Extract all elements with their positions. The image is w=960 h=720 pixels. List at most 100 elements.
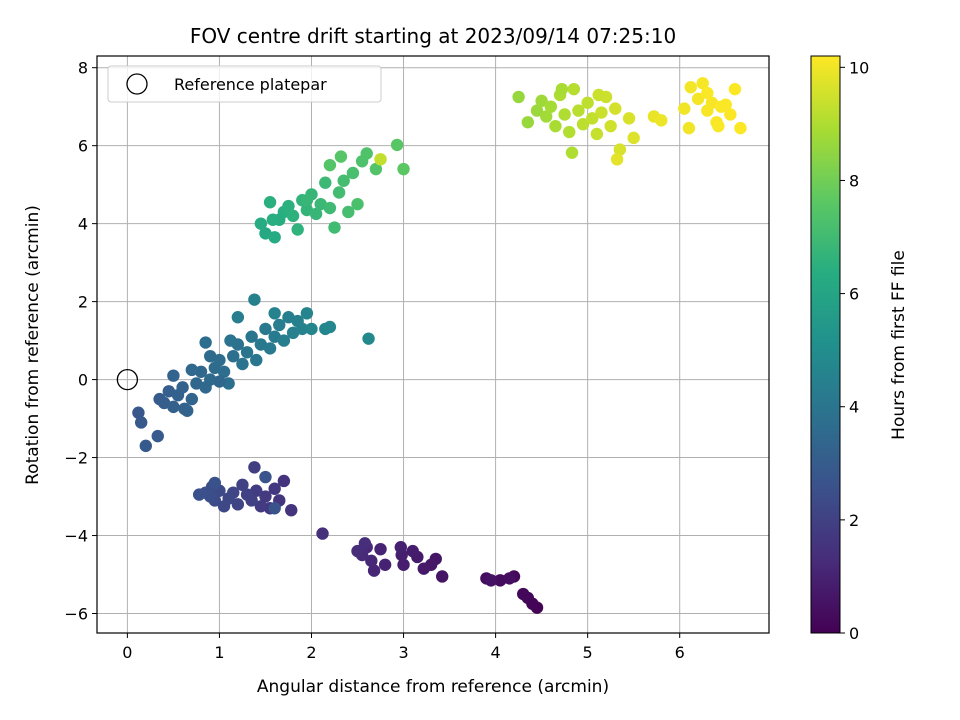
legend-marker-icon — [126, 73, 148, 95]
data-point — [286, 209, 300, 223]
y-tick-label: 4 — [78, 215, 88, 234]
data-points — [132, 77, 747, 614]
colorbar-label: Hours from first FF file — [889, 250, 909, 440]
data-point — [300, 194, 314, 207]
data-point — [222, 377, 235, 390]
y-tick-label: 8 — [78, 59, 88, 78]
data-point — [263, 195, 277, 209]
data-point — [555, 82, 569, 96]
data-point — [268, 307, 281, 320]
data-point — [254, 500, 268, 513]
data-point — [581, 96, 594, 109]
colorbar-ticks: 0 2 4 6 8 10 — [840, 58, 869, 643]
data-point — [530, 104, 544, 117]
data-point — [178, 402, 191, 416]
data-point — [374, 153, 387, 166]
data-point — [167, 369, 180, 382]
data-point — [346, 166, 360, 180]
data-point — [300, 307, 314, 320]
data-point — [342, 205, 355, 219]
data-point — [266, 213, 280, 226]
x-tick-label: 6 — [675, 643, 685, 662]
reference-marker — [116, 368, 139, 391]
x-tick-label: 0 — [122, 643, 132, 662]
data-point — [563, 125, 576, 139]
data-point — [305, 322, 318, 336]
data-point — [549, 119, 562, 133]
data-point — [273, 318, 286, 332]
data-point — [250, 353, 263, 367]
data-point — [231, 498, 245, 511]
data-point — [199, 336, 212, 349]
y-axis-label: Rotation from reference (arcmin) — [23, 205, 43, 485]
reference-platepar-marker — [116, 368, 139, 391]
data-point — [558, 108, 571, 121]
data-point — [369, 162, 383, 176]
data-point — [417, 562, 430, 575]
colorbar-tick-label: 0 — [849, 624, 859, 643]
data-point — [365, 554, 378, 568]
data-point — [224, 334, 237, 347]
data-point — [592, 88, 605, 102]
data-point — [248, 461, 261, 474]
data-point — [719, 98, 732, 111]
data-point — [323, 201, 337, 215]
data-point — [277, 474, 291, 488]
data-point — [291, 223, 304, 236]
data-point — [378, 558, 392, 571]
y-tick-label: 6 — [78, 137, 88, 156]
data-point — [397, 558, 410, 571]
data-point — [360, 147, 373, 160]
data-point — [494, 574, 507, 587]
data-point — [701, 86, 714, 100]
data-point — [151, 429, 164, 443]
colorbar-tick-label: 8 — [849, 171, 859, 190]
x-axis-label: Angular distance from reference (arcmin) — [257, 677, 609, 697]
data-point — [217, 365, 231, 378]
x-axis-ticks: 0 1 2 3 4 5 6 — [122, 633, 685, 662]
data-point — [567, 82, 581, 96]
data-point — [259, 470, 272, 484]
data-point — [565, 146, 579, 159]
data-point — [595, 106, 608, 119]
data-point — [390, 138, 404, 152]
colorbar: 0 2 4 6 8 10 Hours from first FF file — [810, 55, 909, 643]
data-point — [192, 488, 206, 501]
data-point — [231, 311, 245, 324]
data-point — [132, 406, 145, 419]
data-point — [728, 82, 742, 96]
y-tick-label: 2 — [78, 293, 88, 312]
data-point — [691, 92, 705, 106]
plot-frame — [96, 55, 770, 634]
data-point — [259, 490, 272, 503]
data-point — [586, 112, 599, 125]
data-point — [134, 416, 148, 429]
x-tick-label: 1 — [214, 643, 224, 662]
data-point — [204, 373, 217, 386]
data-point — [678, 102, 691, 115]
data-point — [610, 153, 624, 166]
data-point — [296, 322, 309, 336]
data-point — [185, 363, 199, 377]
data-point — [604, 119, 617, 133]
data-point — [684, 80, 697, 94]
data-point — [213, 375, 226, 388]
x-tick-label: 2 — [306, 643, 316, 662]
legend: Reference platepar — [107, 65, 382, 103]
y-tick-label: 0 — [78, 371, 88, 390]
data-point — [367, 564, 381, 577]
data-point — [208, 476, 222, 490]
data-point — [436, 570, 449, 583]
data-point — [337, 174, 350, 187]
data-point — [323, 320, 337, 334]
legend-label: Reference platepar — [174, 75, 327, 94]
data-point — [590, 127, 604, 141]
legend-frame — [107, 65, 382, 103]
data-point — [351, 197, 364, 211]
x-tick-label: 4 — [491, 643, 501, 662]
data-point — [734, 121, 747, 135]
data-point — [517, 587, 530, 601]
data-point — [627, 131, 640, 145]
